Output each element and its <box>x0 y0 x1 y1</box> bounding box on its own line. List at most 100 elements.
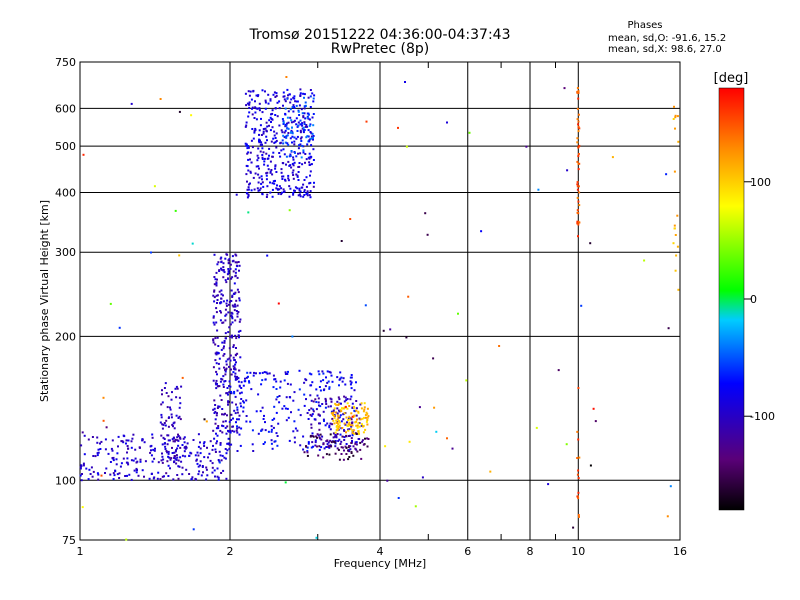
data-point <box>248 94 251 97</box>
data-point <box>293 97 296 100</box>
data-point <box>389 328 392 331</box>
data-point <box>318 428 321 431</box>
data-point <box>292 156 295 159</box>
data-point <box>306 454 309 457</box>
data-point <box>336 427 339 430</box>
data-point <box>350 442 353 444</box>
data-point <box>228 347 231 350</box>
data-point <box>224 257 227 260</box>
data-point <box>223 341 226 344</box>
data-point <box>324 406 327 409</box>
data-point <box>266 254 269 257</box>
data-point <box>577 153 580 155</box>
data-point <box>272 386 275 389</box>
data-point <box>232 346 235 348</box>
data-point <box>303 112 306 115</box>
data-point <box>165 392 168 394</box>
data-point <box>273 134 276 137</box>
data-point <box>309 170 312 173</box>
data-point <box>80 479 83 482</box>
data-point <box>303 179 306 181</box>
data-point <box>349 218 352 220</box>
data-point <box>160 459 163 462</box>
data-point <box>266 164 269 167</box>
data-point <box>176 456 179 459</box>
data-point <box>246 147 249 150</box>
data-point <box>357 438 360 440</box>
data-point <box>276 396 279 398</box>
data-point <box>348 415 351 418</box>
data-point <box>291 335 294 338</box>
data-point <box>245 420 248 423</box>
data-point <box>347 424 350 427</box>
data-point <box>251 113 254 116</box>
data-point <box>317 454 320 457</box>
data-point <box>250 189 253 192</box>
data-point <box>277 192 280 195</box>
data-point <box>337 396 340 399</box>
data-point <box>125 538 128 541</box>
data-point <box>304 125 307 128</box>
data-point <box>223 380 226 383</box>
data-point <box>213 437 216 440</box>
data-point <box>214 359 217 362</box>
data-point <box>297 124 300 127</box>
data-point <box>207 456 209 459</box>
data-point <box>217 459 220 461</box>
data-point <box>262 130 265 133</box>
data-point <box>229 359 232 362</box>
data-point <box>217 427 220 430</box>
data-point <box>322 418 325 421</box>
data-point <box>309 190 312 193</box>
data-point <box>342 377 345 380</box>
data-point <box>226 414 228 417</box>
data-point <box>296 130 299 132</box>
data-point <box>277 422 280 425</box>
data-point <box>298 388 301 391</box>
data-point <box>255 165 258 168</box>
data-point <box>325 376 327 379</box>
data-point <box>323 420 325 422</box>
data-point <box>170 398 173 401</box>
data-point <box>255 372 257 375</box>
data-point <box>234 377 237 380</box>
data-point <box>97 478 100 481</box>
data-point <box>281 131 284 134</box>
data-point <box>351 402 354 405</box>
data-point <box>337 416 340 419</box>
data-point <box>341 407 343 410</box>
data-point <box>171 391 173 394</box>
data-point <box>262 185 265 188</box>
data-point <box>234 412 237 415</box>
x-tick-label: 4 <box>377 545 384 558</box>
data-point <box>236 312 239 315</box>
data-point <box>289 108 292 111</box>
data-point <box>139 460 142 463</box>
data-point <box>109 302 112 305</box>
data-point <box>674 127 676 130</box>
data-point <box>480 230 483 233</box>
data-point <box>294 427 297 430</box>
data-point <box>245 104 248 107</box>
data-point <box>126 457 129 460</box>
data-point <box>169 408 172 411</box>
data-point <box>223 271 226 274</box>
data-point <box>227 303 230 306</box>
data-point <box>177 444 180 447</box>
data-point <box>317 413 320 416</box>
data-point <box>266 372 269 375</box>
data-point <box>170 457 173 460</box>
data-point <box>307 112 310 115</box>
data-point <box>264 378 267 381</box>
data-point <box>282 134 285 137</box>
data-point <box>237 330 240 333</box>
data-point <box>238 299 241 302</box>
data-point <box>446 121 448 124</box>
data-point <box>263 160 266 163</box>
data-point <box>309 435 312 438</box>
data-point <box>589 464 592 467</box>
data-point <box>180 385 183 388</box>
data-point <box>296 100 299 103</box>
data-point <box>318 445 321 448</box>
data-point <box>258 133 260 136</box>
